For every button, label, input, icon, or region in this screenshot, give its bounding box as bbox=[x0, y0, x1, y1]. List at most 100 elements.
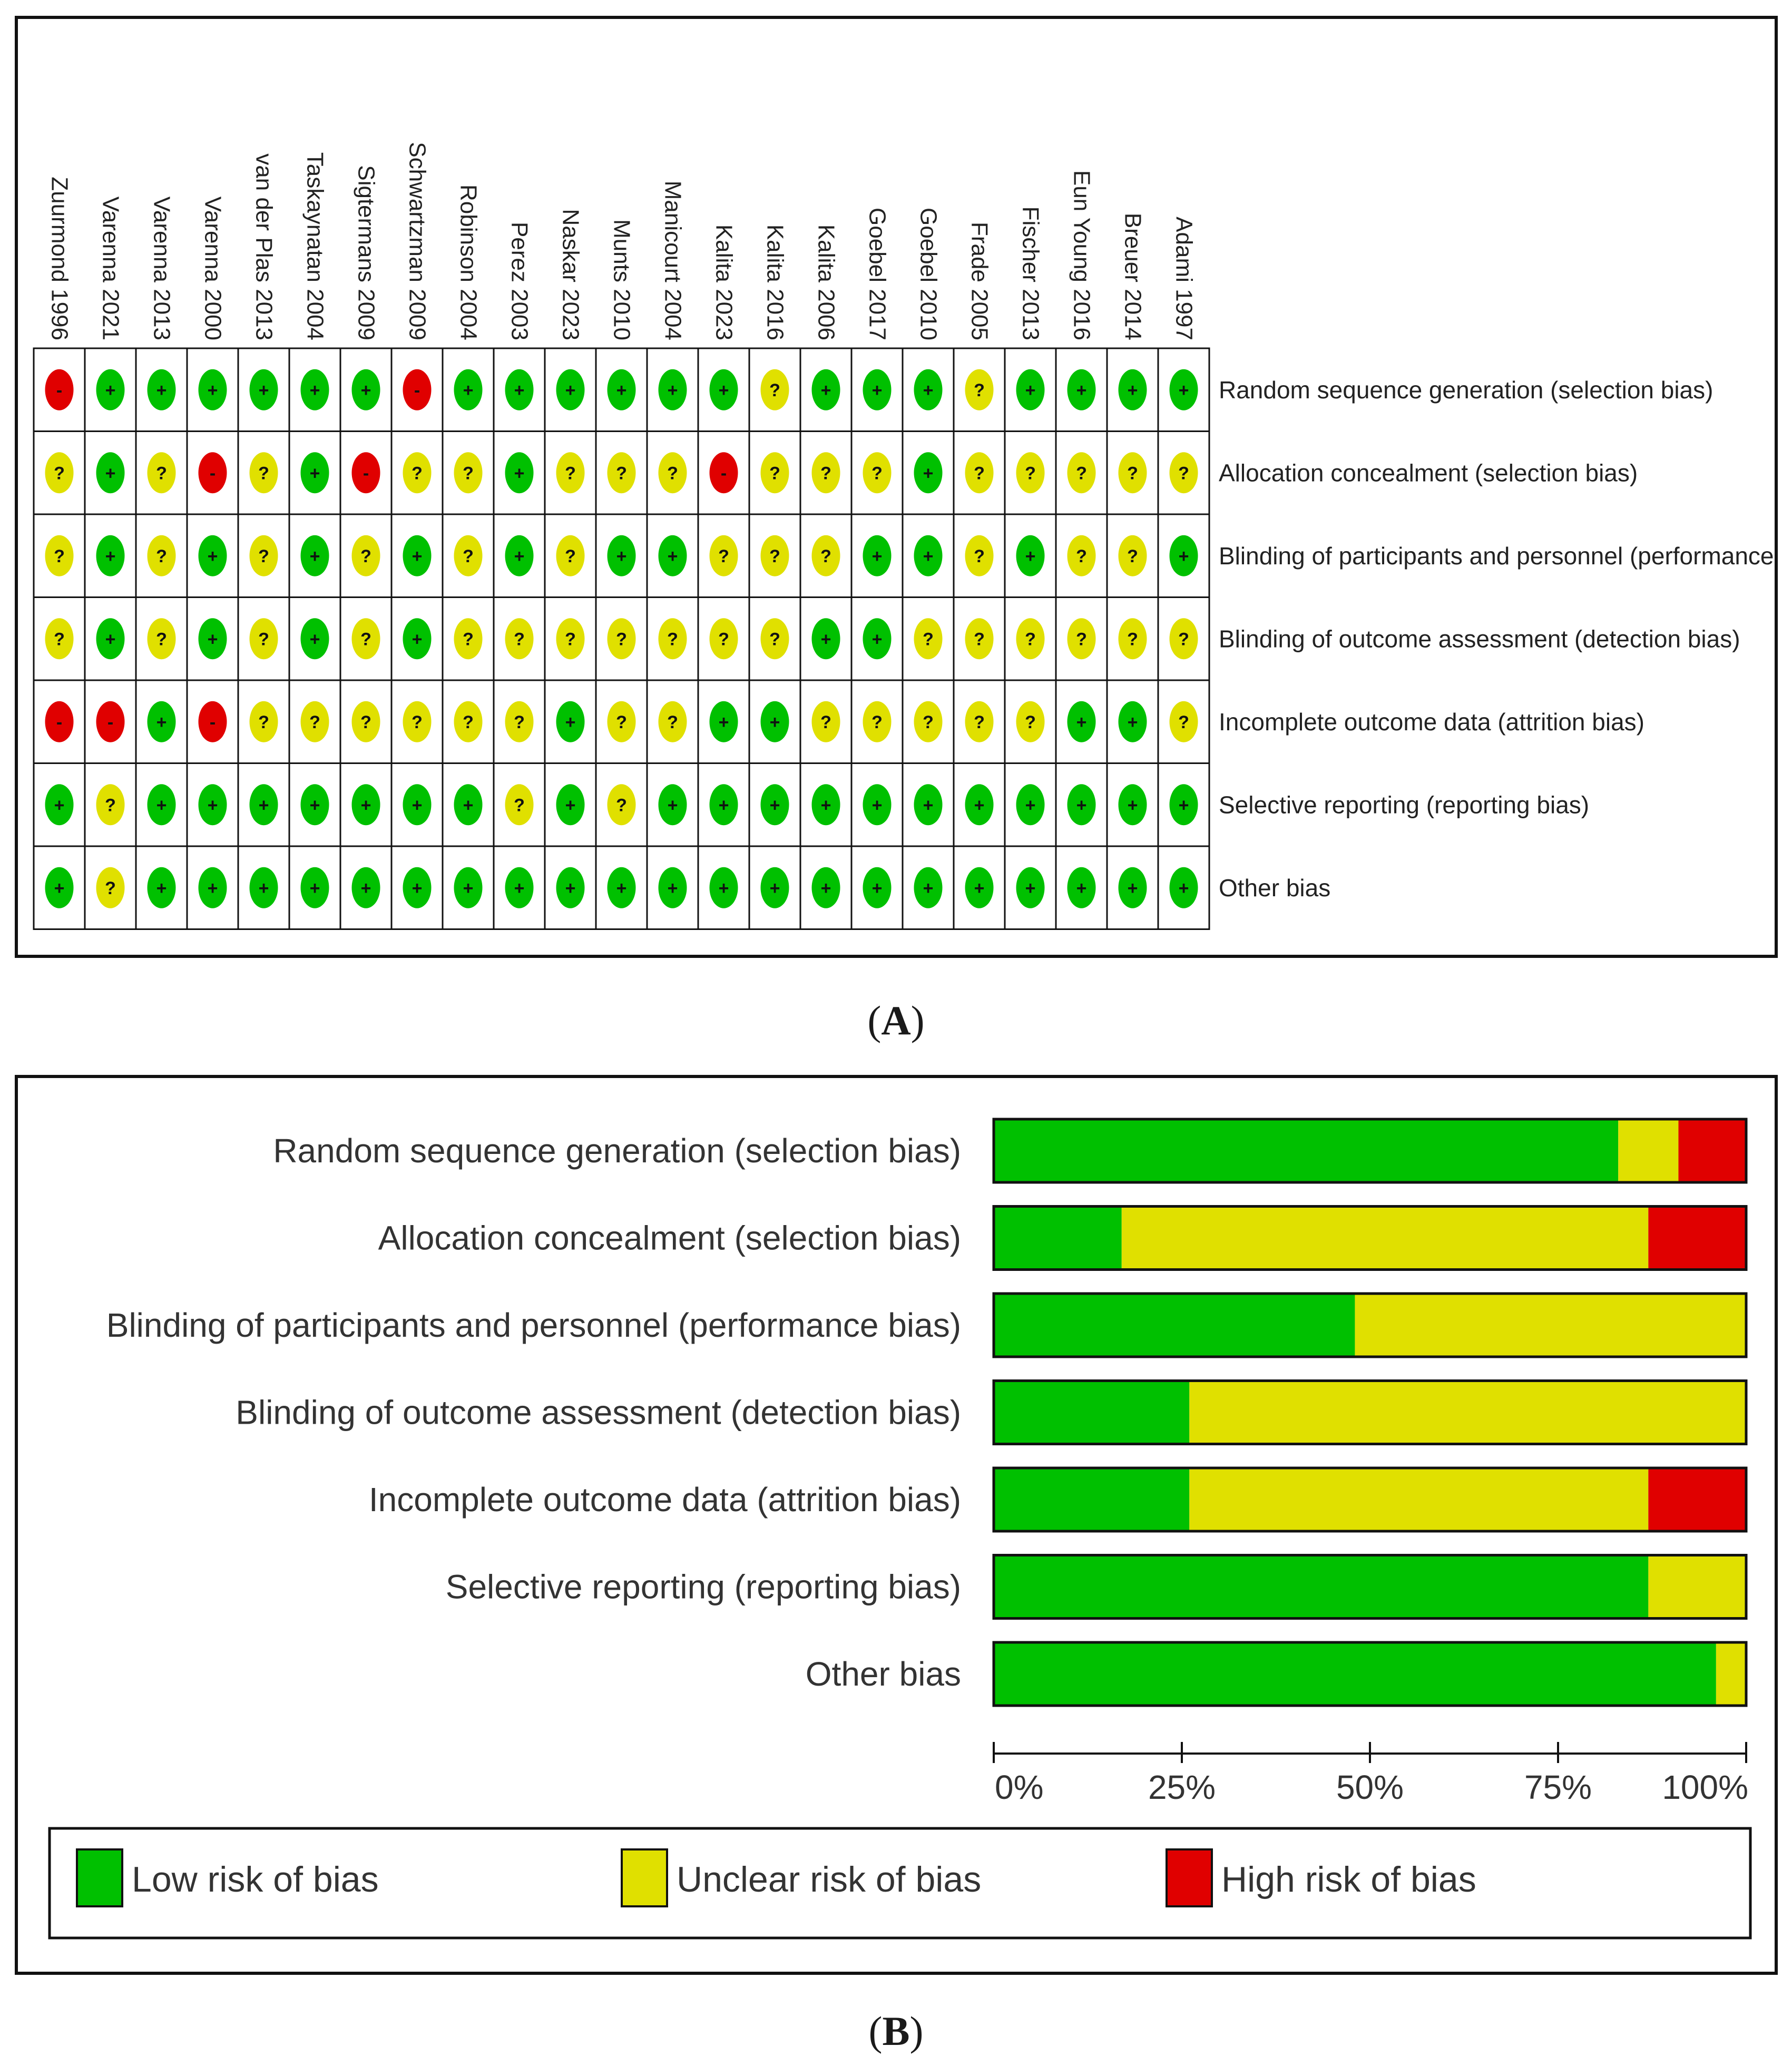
judgement-unclear bbox=[607, 618, 636, 660]
judgement-high bbox=[709, 452, 738, 494]
judgement-symbol: - bbox=[210, 463, 216, 483]
judgement-symbol: + bbox=[1128, 380, 1138, 400]
judgement-low bbox=[351, 369, 380, 410]
judgement-low bbox=[403, 784, 432, 826]
judgement-symbol: ? bbox=[769, 463, 780, 483]
judgement-symbol: + bbox=[1076, 380, 1087, 400]
judgement-unclear bbox=[760, 618, 789, 660]
judgement-high bbox=[96, 701, 125, 742]
bar-segment-low bbox=[994, 1119, 1619, 1182]
judgement-symbol: - bbox=[107, 712, 113, 732]
bar-segment-unclear bbox=[1121, 1206, 1649, 1270]
judgement-high bbox=[45, 369, 74, 410]
judgement-low bbox=[1067, 867, 1096, 908]
judgement-symbol: + bbox=[463, 380, 474, 400]
judgement-symbol: + bbox=[361, 795, 371, 815]
judgement-symbol: + bbox=[923, 795, 934, 815]
bar-outline bbox=[992, 1554, 1748, 1620]
domain-label: Blinding of participants and personnel (… bbox=[1219, 542, 1775, 570]
judgement-unclear bbox=[914, 618, 943, 660]
judgement-unclear bbox=[96, 784, 125, 826]
bar-segment-low bbox=[994, 1468, 1190, 1531]
judgement-symbol: + bbox=[361, 878, 371, 898]
x-axis-tick-label: 50% bbox=[1336, 1768, 1404, 1806]
bar-segment-low bbox=[994, 1206, 1122, 1270]
bar-outline bbox=[992, 1466, 1748, 1533]
judgement-symbol: ? bbox=[258, 629, 269, 649]
judgement-symbol: + bbox=[310, 629, 320, 649]
judgement-unclear bbox=[811, 452, 840, 494]
judgement-symbol: + bbox=[156, 380, 167, 400]
judgement-symbol: + bbox=[1128, 795, 1138, 815]
study-label: Frade 2005 bbox=[967, 222, 993, 340]
judgement-symbol: + bbox=[668, 795, 678, 815]
judgement-symbol: + bbox=[156, 878, 167, 898]
judgement-unclear bbox=[965, 369, 994, 410]
judgement-low bbox=[1118, 701, 1147, 742]
judgement-low bbox=[965, 867, 994, 908]
judgement-unclear bbox=[607, 452, 636, 494]
judgement-symbol: ? bbox=[156, 629, 167, 649]
judgement-symbol: ? bbox=[667, 712, 678, 732]
bar-segment-unclear bbox=[1648, 1555, 1746, 1619]
judgement-symbol: + bbox=[105, 463, 116, 483]
judgement-low bbox=[556, 784, 585, 826]
judgement-low bbox=[914, 867, 943, 908]
judgement-symbol: + bbox=[514, 878, 525, 898]
judgement-symbol: ? bbox=[412, 712, 423, 732]
judgement-low bbox=[863, 618, 892, 660]
judgement-unclear bbox=[147, 535, 176, 576]
judgement-low bbox=[556, 867, 585, 908]
judgement-symbol: + bbox=[1076, 795, 1087, 815]
domain-label: Blinding of outcome assessment (detectio… bbox=[1219, 625, 1740, 652]
judgement-low bbox=[658, 867, 687, 908]
bar-segment-unclear bbox=[1716, 1642, 1746, 1706]
legend-swatch-low bbox=[76, 1848, 123, 1907]
judgement-symbol: + bbox=[412, 546, 423, 566]
bar-category-label: Blinding of participants and personnel (… bbox=[106, 1306, 961, 1344]
judgement-symbol: ? bbox=[565, 463, 576, 483]
bar-category-label: Random sequence generation (selection bi… bbox=[273, 1132, 961, 1170]
judgement-unclear bbox=[454, 618, 483, 660]
judgement-symbol: + bbox=[1179, 546, 1189, 566]
judgement-symbol: + bbox=[310, 380, 320, 400]
judgement-low bbox=[863, 369, 892, 410]
judgement-unclear bbox=[1118, 535, 1147, 576]
judgement-symbol: + bbox=[872, 380, 883, 400]
judgement-low bbox=[249, 867, 278, 908]
judgement-high bbox=[351, 452, 380, 494]
judgement-unclear bbox=[351, 618, 380, 660]
panel-b-caption: (B) bbox=[868, 2008, 924, 2054]
bar-segment-high bbox=[1648, 1206, 1746, 1270]
study-label: Taskaynatan 2004 bbox=[302, 152, 328, 340]
judgement-symbol: + bbox=[1025, 546, 1036, 566]
judgement-low bbox=[249, 784, 278, 826]
judgement-symbol: ? bbox=[1178, 712, 1189, 732]
judgement-symbol: + bbox=[719, 380, 729, 400]
judgement-symbol: + bbox=[208, 380, 218, 400]
judgement-unclear bbox=[249, 535, 278, 576]
bar-segment-unclear bbox=[1189, 1380, 1746, 1444]
risk-of-bias-summary-panel: Zuurmond 1996 Varenna 2021 Varenna 2013 Var… bbox=[15, 16, 1778, 958]
judgement-symbol: ? bbox=[463, 629, 474, 649]
judgement-symbol: ? bbox=[514, 712, 525, 732]
judgement-symbol: + bbox=[514, 380, 525, 400]
judgement-symbol: + bbox=[616, 380, 627, 400]
judgement-low bbox=[709, 867, 738, 908]
study-label: Sigtermans 2009 bbox=[354, 165, 379, 340]
judgement-symbol: ? bbox=[974, 546, 985, 566]
domain-label: Incomplete outcome data (attrition bias) bbox=[1219, 708, 1644, 736]
bar-category-label: Selective reporting (reporting bias) bbox=[446, 1568, 961, 1606]
bar-category-label: Blinding of outcome assessment (detectio… bbox=[236, 1394, 961, 1432]
judgement-low bbox=[811, 867, 840, 908]
judgement-low bbox=[760, 784, 789, 826]
judgement-low bbox=[147, 701, 176, 742]
judgement-low bbox=[658, 784, 687, 826]
judgement-low bbox=[1067, 701, 1096, 742]
judgement-symbol: ? bbox=[463, 712, 474, 732]
judgement-symbol: + bbox=[923, 878, 934, 898]
judgement-low bbox=[403, 535, 432, 576]
judgement-symbol: + bbox=[565, 380, 576, 400]
judgement-unclear bbox=[45, 535, 74, 576]
judgement-low bbox=[454, 784, 483, 826]
